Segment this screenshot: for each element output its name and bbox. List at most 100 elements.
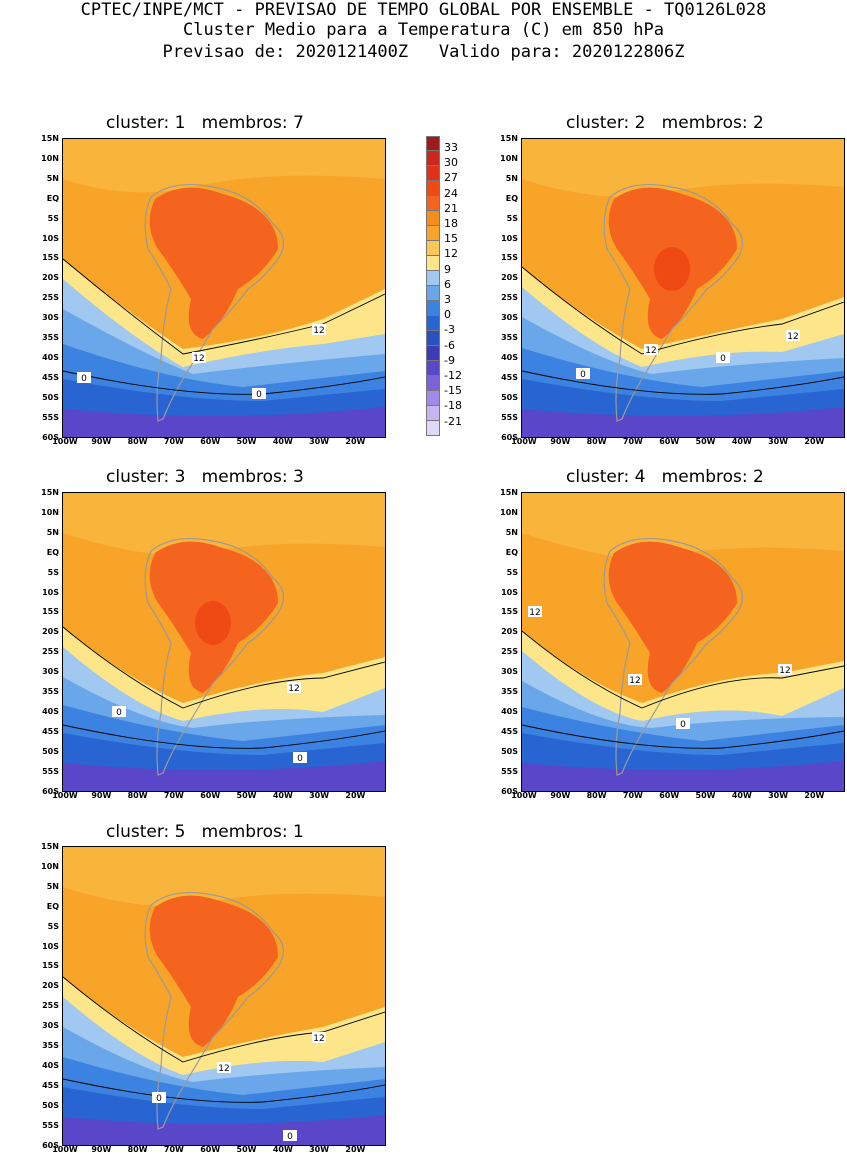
lat-label: 35S: [501, 687, 518, 696]
continent-outline: [144, 891, 284, 1130]
contour-0: [522, 724, 844, 749]
colorbar-swatch: [426, 286, 440, 301]
contour-label-bg: [528, 606, 542, 617]
lat-label: 10N: [500, 153, 518, 163]
lon-label: 90W: [91, 791, 112, 800]
map-panel-2: 12 12 0 0: [521, 138, 845, 438]
contour-0: [63, 1078, 385, 1103]
field-warm-core: [149, 187, 278, 339]
lat-label: 55S: [42, 1120, 59, 1130]
lat-label: 50S: [501, 392, 518, 402]
field-band: [63, 407, 385, 437]
contour-label: 0: [81, 374, 87, 384]
lat-label: 10N: [500, 507, 518, 517]
panel-2-title: cluster: 2 membros: 2: [566, 113, 764, 133]
lat-label: 5N: [505, 527, 518, 537]
lat-label: 55S: [42, 412, 59, 422]
lat-label: 30S: [501, 667, 518, 677]
contour-label-bg: [644, 344, 658, 355]
lat-label: 35S: [42, 1041, 59, 1050]
lat-label: 55S: [501, 766, 518, 776]
field-band: [63, 761, 385, 791]
lon-label: 80W: [127, 791, 148, 800]
lon-label: 40W: [731, 437, 752, 446]
lat-label: 15S: [42, 607, 59, 617]
colorbar-label: 30: [444, 156, 458, 170]
colorbar-swatch: [426, 376, 440, 391]
contour-label: 0: [116, 708, 122, 718]
lat-label: 25S: [501, 293, 518, 303]
lat-label: 30S: [501, 313, 518, 323]
lat-label: 40S: [501, 352, 518, 362]
colorbar-swatch: [426, 151, 440, 166]
lat-label: 10S: [501, 233, 518, 243]
contour-label: 0: [680, 720, 686, 730]
lat-label: 35S: [501, 333, 518, 342]
colorbar-swatch: [426, 271, 440, 286]
lon-label: 30W: [768, 791, 789, 800]
contour-label: 12: [313, 326, 324, 336]
lat-label: 30S: [42, 313, 59, 323]
lat-label: 55S: [501, 412, 518, 422]
lon-label: 70W: [163, 791, 184, 800]
contour-label: 12: [779, 666, 790, 676]
colorbar-label: 27: [444, 171, 458, 185]
lat-label: 10N: [41, 861, 59, 871]
lat-label: 35S: [42, 333, 59, 342]
lon-label: 90W: [550, 437, 571, 446]
contour-label: 0: [256, 390, 262, 400]
contour-label-bg: [252, 388, 266, 399]
lat-label: EQ: [46, 193, 59, 203]
contour-label-bg: [293, 752, 307, 763]
lat-label: 50S: [42, 746, 59, 756]
lat-label: 60S: [42, 1140, 59, 1150]
lon-label: 20W: [345, 1145, 366, 1154]
lat-label: EQ: [505, 547, 518, 557]
lon-label: 60W: [659, 437, 680, 446]
lat-label: 60S: [501, 432, 518, 442]
contour-label-bg: [778, 664, 792, 675]
lon-label: 60W: [659, 791, 680, 800]
lon-label: 30W: [309, 1145, 330, 1154]
lat-label: 40S: [501, 706, 518, 716]
colorbar-swatch: [426, 391, 440, 406]
contour-label: 0: [580, 370, 586, 380]
colorbar-swatch: [426, 316, 440, 331]
lat-label: 35S: [42, 687, 59, 696]
contour-label-bg: [152, 1092, 166, 1103]
lon-label: 80W: [586, 437, 607, 446]
lon-label: 40W: [731, 791, 752, 800]
field-band: [63, 1115, 385, 1145]
contour-label: 12: [529, 608, 540, 618]
colorbar-label: 9: [444, 262, 451, 276]
lat-label: 15N: [500, 488, 518, 497]
colorbar-label: -9: [444, 353, 455, 367]
panel-3-title: cluster: 3 membros: 3: [106, 467, 304, 487]
map-panel-4-plot: 12 12 12 0: [522, 493, 844, 791]
lat-label: 60S: [42, 786, 59, 796]
lat-label: 40S: [42, 352, 59, 362]
contour-label-bg: [628, 674, 642, 685]
colorbar-label: 24: [444, 186, 458, 200]
lat-label: 40S: [42, 1060, 59, 1070]
panel-4-title: cluster: 4 membros: 2: [566, 467, 764, 487]
lat-label: 30S: [42, 667, 59, 677]
colorbar-swatch: [426, 406, 440, 421]
colorbar-swatch: [426, 136, 440, 151]
lon-label: 50W: [236, 791, 257, 800]
contour-label-bg: [676, 718, 690, 729]
contour-12: [63, 258, 385, 355]
lat-label: 30S: [42, 1021, 59, 1031]
colorbar-swatch: [426, 196, 440, 211]
lat-label: 25S: [501, 647, 518, 657]
colorbar-label: 33: [444, 141, 458, 154]
lat-label: 25S: [42, 1001, 59, 1011]
lon-label: 40W: [272, 791, 293, 800]
contour-0: [522, 370, 844, 395]
lon-label: 20W: [804, 791, 825, 800]
lat-label: 10N: [41, 507, 59, 517]
lat-label: EQ: [46, 547, 59, 557]
lat-label: 40S: [42, 706, 59, 716]
panel-5-title: cluster: 5 membros: 1: [106, 822, 304, 842]
lat-label: 5N: [46, 527, 59, 537]
